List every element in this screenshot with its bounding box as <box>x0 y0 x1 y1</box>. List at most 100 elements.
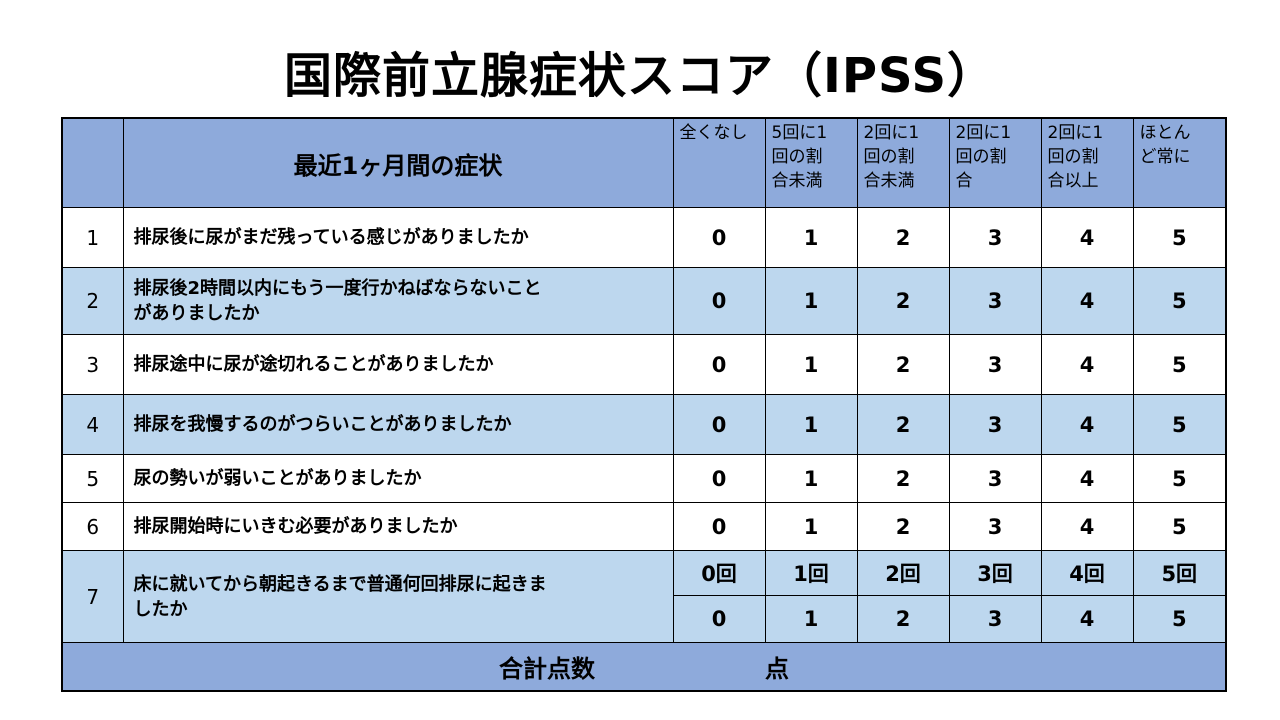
score-cell[interactable]: 2 <box>856 267 950 335</box>
count-cell: 5回 <box>1132 550 1227 596</box>
score-cell[interactable]: 1 <box>764 267 858 335</box>
score-cell[interactable]: 5 <box>1132 394 1227 455</box>
score-cell[interactable]: 1 <box>764 502 858 551</box>
score-cell[interactable]: 0 <box>672 267 766 335</box>
ipss-table: 最近1ヶ月間の症状 全くなし 5回に1 回の割 合未満 2回に1 回の割 合未満… <box>61 117 1227 692</box>
header-option-less-than-1-in-5: 5回に1 回の割 合未満 <box>764 117 858 208</box>
option-line: 全くなし <box>679 123 748 143</box>
option-line: ほとん <box>1139 123 1191 143</box>
option-line: 合未満 <box>771 171 823 191</box>
score-cell[interactable]: 1 <box>764 394 858 455</box>
score-cell[interactable]: 2 <box>856 454 950 503</box>
question-number: 7 <box>61 550 124 643</box>
score-cell[interactable]: 5 <box>1132 334 1227 395</box>
score-cell[interactable]: 4 <box>1040 334 1134 395</box>
header-option-half: 2回に1 回の割 合 <box>948 117 1042 208</box>
question-text: 排尿を我慢するのがつらいことがありましたか <box>122 394 674 455</box>
question-number: 2 <box>61 267 124 335</box>
option-line: 5回に1 <box>771 123 828 143</box>
score-cell[interactable]: 1 <box>764 454 858 503</box>
header-option-less-than-half: 2回に1 回の割 合未満 <box>856 117 950 208</box>
total-label: 合計点数 <box>499 655 595 683</box>
question-row-7-scores: 0 1 2 3 4 5 <box>62 595 1227 643</box>
count-cell: 2回 <box>856 550 950 596</box>
score-cell[interactable]: 3 <box>948 394 1042 455</box>
question-row-6: 6 排尿開始時にいきむ必要がありましたか 0 1 2 3 4 5 <box>61 502 1227 551</box>
question-text: 排尿開始時にいきむ必要がありましたか <box>122 502 674 551</box>
score-cell[interactable]: 0 <box>672 334 766 395</box>
score-cell[interactable]: 3 <box>948 454 1042 503</box>
question-text: 排尿後2時間以内にもう一度行かねばならないこと がありましたか <box>122 267 674 335</box>
question-text: 排尿後に尿がまだ残っている感じがありましたか <box>122 207 674 268</box>
question-line: 排尿開始時にいきむ必要がありましたか <box>133 516 458 537</box>
header-number-cell <box>61 117 124 208</box>
score-cell[interactable]: 5 <box>1132 502 1227 551</box>
score-cell[interactable]: 4 <box>1040 454 1134 503</box>
table-header-row: 最近1ヶ月間の症状 全くなし 5回に1 回の割 合未満 2回に1 回の割 合未満… <box>61 117 1227 208</box>
total-unit: 点 <box>765 655 789 683</box>
question-line: 排尿後2時間以内にもう一度行かねばならないこと <box>133 278 542 299</box>
option-line: 合未満 <box>863 171 915 191</box>
score-cell[interactable]: 2 <box>856 334 950 395</box>
score-cell[interactable]: 0 <box>672 502 766 551</box>
score-cell[interactable]: 5 <box>1132 454 1227 503</box>
question-number: 1 <box>61 207 124 268</box>
score-cell[interactable]: 0 <box>672 394 766 455</box>
question-text: 排尿途中に尿が途切れることがありましたか <box>122 334 674 395</box>
score-cell[interactable]: 3 <box>948 502 1042 551</box>
header-symptom: 最近1ヶ月間の症状 <box>122 117 674 208</box>
score-cell[interactable]: 0 <box>672 595 766 643</box>
page-title: 国際前立腺症状スコア（IPSS） <box>283 48 997 104</box>
score-cell[interactable]: 1 <box>764 334 858 395</box>
option-line: 回の割 <box>863 147 915 167</box>
score-cell[interactable]: 1 <box>764 207 858 268</box>
score-cell[interactable]: 3 <box>948 334 1042 395</box>
score-cell[interactable]: 2 <box>856 207 950 268</box>
score-cell[interactable]: 5 <box>1132 267 1227 335</box>
score-cell[interactable]: 4 <box>1040 502 1134 551</box>
header-option-almost-always: ほとん ど常に <box>1132 117 1227 208</box>
score-cell[interactable]: 4 <box>1040 267 1134 335</box>
score-cell[interactable]: 0 <box>672 207 766 268</box>
total-cell: 合計点数 点 <box>61 642 1227 692</box>
option-line: 回の割 <box>1047 147 1099 167</box>
question-line: がありましたか <box>133 303 260 324</box>
question-number: 3 <box>61 334 124 395</box>
question-row-7-counts: 7 床に就いてから朝起きるまで普通何回排尿に起きま したか 0回 1回 2回 3… <box>61 550 1227 643</box>
option-line: 2回に1 <box>1047 123 1104 143</box>
option-line: 回の割 <box>771 147 823 167</box>
score-cell[interactable]: 3 <box>948 207 1042 268</box>
score-cell[interactable]: 3 <box>948 267 1042 335</box>
count-cell: 3回 <box>948 550 1042 596</box>
option-line: 合以上 <box>1047 171 1099 191</box>
question-row-4: 4 排尿を我慢するのがつらいことがありましたか 0 1 2 3 4 5 <box>61 394 1227 455</box>
score-cell[interactable]: 5 <box>1132 595 1227 643</box>
score-cell[interactable]: 4 <box>1040 595 1134 643</box>
question-text: 床に就いてから朝起きるまで普通何回排尿に起きま したか <box>122 550 674 643</box>
score-cell[interactable]: 4 <box>1040 394 1134 455</box>
question-number: 5 <box>61 454 124 503</box>
question-row-3: 3 排尿途中に尿が途切れることがありましたか 0 1 2 3 4 5 <box>61 334 1227 395</box>
option-line: 2回に1 <box>863 123 920 143</box>
option-line: 合 <box>955 171 973 191</box>
score-cell[interactable]: 2 <box>856 502 950 551</box>
score-cell[interactable]: 4 <box>1040 207 1134 268</box>
option-line: 2回に1 <box>955 123 1012 143</box>
header-option-none: 全くなし <box>672 117 766 208</box>
total-row: 合計点数 点 <box>61 642 1227 692</box>
header-option-more-than-half: 2回に1 回の割 合以上 <box>1040 117 1134 208</box>
question-row-2: 2 排尿後2時間以内にもう一度行かねばならないこと がありましたか 0 1 2 … <box>61 267 1227 335</box>
score-cell[interactable]: 2 <box>856 394 950 455</box>
question-line: 床に就いてから朝起きるまで普通何回排尿に起きま <box>133 573 547 595</box>
question-text: 尿の勢いが弱いことがありましたか <box>122 454 674 503</box>
question-number: 6 <box>61 502 124 551</box>
question-row-1: 1 排尿後に尿がまだ残っている感じがありましたか 0 1 2 3 4 5 <box>61 207 1227 268</box>
question-row-5: 5 尿の勢いが弱いことがありましたか 0 1 2 3 4 5 <box>61 454 1227 503</box>
score-cell[interactable]: 2 <box>856 595 950 643</box>
score-cell[interactable]: 1 <box>764 595 858 643</box>
score-cell[interactable]: 5 <box>1132 207 1227 268</box>
question-line: したか <box>133 598 188 620</box>
score-cell[interactable]: 0 <box>672 454 766 503</box>
score-cell[interactable]: 3 <box>948 595 1042 643</box>
count-cell: 4回 <box>1040 550 1134 596</box>
